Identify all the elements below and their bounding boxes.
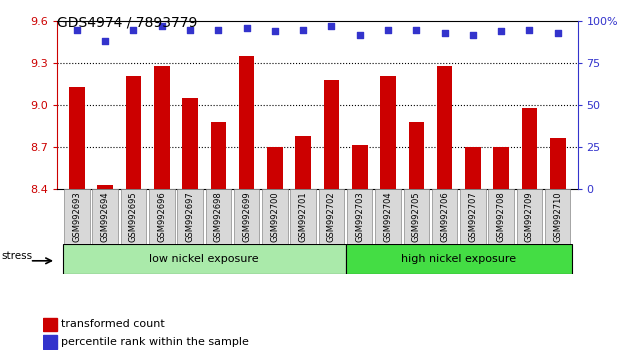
Bar xyxy=(437,66,452,189)
Bar xyxy=(63,244,346,274)
FancyBboxPatch shape xyxy=(545,189,571,244)
Text: GSM992699: GSM992699 xyxy=(242,192,251,242)
Bar xyxy=(267,147,283,189)
Bar xyxy=(97,185,113,189)
FancyBboxPatch shape xyxy=(234,189,260,244)
Text: GDS4974 / 7893779: GDS4974 / 7893779 xyxy=(57,16,197,30)
Point xyxy=(185,27,195,33)
Bar xyxy=(239,56,255,189)
FancyBboxPatch shape xyxy=(93,189,118,244)
Point xyxy=(355,32,365,38)
Bar xyxy=(465,147,481,189)
Point xyxy=(383,27,393,33)
Bar xyxy=(409,122,424,189)
Bar xyxy=(43,318,57,331)
Bar xyxy=(154,66,170,189)
Point xyxy=(411,27,421,33)
Text: GSM992697: GSM992697 xyxy=(186,192,194,242)
FancyBboxPatch shape xyxy=(262,189,288,244)
Point xyxy=(440,30,450,36)
Bar xyxy=(550,138,566,189)
Bar xyxy=(494,147,509,189)
Point xyxy=(100,39,110,44)
Text: GSM992708: GSM992708 xyxy=(497,192,505,242)
FancyBboxPatch shape xyxy=(489,189,514,244)
Text: GSM992704: GSM992704 xyxy=(384,192,392,242)
FancyBboxPatch shape xyxy=(517,189,542,244)
Point xyxy=(129,27,138,33)
FancyBboxPatch shape xyxy=(404,189,429,244)
Text: GSM992706: GSM992706 xyxy=(440,192,449,242)
Text: GSM992696: GSM992696 xyxy=(157,192,166,242)
Text: GSM992694: GSM992694 xyxy=(101,192,110,242)
Point xyxy=(270,29,280,34)
FancyBboxPatch shape xyxy=(291,189,316,244)
Bar xyxy=(324,80,339,189)
FancyBboxPatch shape xyxy=(460,189,486,244)
Text: GSM992695: GSM992695 xyxy=(129,192,138,242)
Text: transformed count: transformed count xyxy=(61,319,165,329)
Text: low nickel exposure: low nickel exposure xyxy=(150,254,259,264)
Point xyxy=(327,23,337,29)
Point xyxy=(242,25,252,31)
Point xyxy=(496,29,506,34)
Bar xyxy=(69,87,84,189)
Bar xyxy=(346,244,572,274)
Text: stress: stress xyxy=(1,251,32,261)
FancyBboxPatch shape xyxy=(178,189,203,244)
Text: GSM992707: GSM992707 xyxy=(468,192,478,242)
FancyBboxPatch shape xyxy=(347,189,373,244)
FancyBboxPatch shape xyxy=(120,189,146,244)
Text: GSM992700: GSM992700 xyxy=(270,192,279,242)
Bar xyxy=(352,144,368,189)
Point xyxy=(525,27,535,33)
FancyBboxPatch shape xyxy=(375,189,401,244)
Text: GSM992701: GSM992701 xyxy=(299,192,307,242)
Point xyxy=(157,23,167,29)
Bar xyxy=(125,76,141,189)
Text: GSM992698: GSM992698 xyxy=(214,192,223,242)
FancyBboxPatch shape xyxy=(432,189,457,244)
Text: high nickel exposure: high nickel exposure xyxy=(401,254,516,264)
Bar xyxy=(43,335,57,349)
Text: GSM992693: GSM992693 xyxy=(73,192,81,242)
Text: percentile rank within the sample: percentile rank within the sample xyxy=(61,337,249,347)
Point xyxy=(298,27,308,33)
Bar xyxy=(183,98,198,189)
Point xyxy=(553,30,563,36)
Text: GSM992710: GSM992710 xyxy=(553,192,562,242)
Text: GSM992705: GSM992705 xyxy=(412,192,421,242)
FancyBboxPatch shape xyxy=(149,189,175,244)
Point xyxy=(72,27,82,33)
Bar xyxy=(296,136,311,189)
Point xyxy=(468,32,478,38)
Bar xyxy=(380,76,396,189)
Point xyxy=(214,27,224,33)
FancyBboxPatch shape xyxy=(206,189,231,244)
FancyBboxPatch shape xyxy=(319,189,344,244)
FancyBboxPatch shape xyxy=(64,189,89,244)
Bar xyxy=(522,108,537,189)
Text: GSM992709: GSM992709 xyxy=(525,192,534,242)
Text: GSM992702: GSM992702 xyxy=(327,192,336,242)
Bar xyxy=(211,122,226,189)
Text: GSM992703: GSM992703 xyxy=(355,192,365,242)
